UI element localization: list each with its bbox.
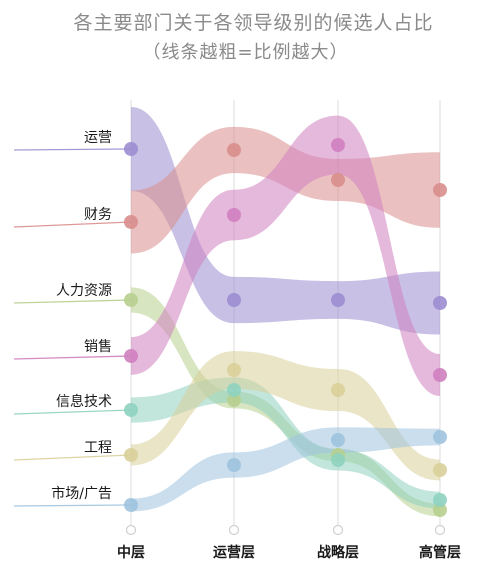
band-3	[131, 115, 440, 396]
node-1-1	[227, 143, 241, 157]
node-1-3	[433, 183, 447, 197]
level-label-1: 运营层	[213, 544, 255, 561]
label-leader-3	[13, 355, 132, 360]
node-0-2	[331, 293, 345, 307]
label-leader-0	[13, 148, 132, 151]
series-label-2: 人力资源	[56, 283, 112, 299]
series-label-0: 运营	[84, 130, 112, 146]
series-label-6: 市场/广告	[51, 485, 112, 502]
series-label-4: 信息技术	[56, 393, 112, 410]
axis-marker-0	[125, 524, 137, 536]
chart-title: 各主要部门关于各领导级别的候选人占比	[73, 12, 434, 34]
band-4	[131, 377, 440, 509]
level-label-3: 高管层	[419, 544, 461, 561]
node-0-3	[433, 296, 447, 310]
node-2-1	[227, 393, 241, 407]
node-2-3	[433, 503, 447, 517]
level-label-2: 战略层	[317, 544, 359, 561]
node-5-2	[331, 383, 345, 397]
label-leader-6	[13, 504, 132, 507]
band-5	[131, 351, 440, 481]
band-6	[131, 427, 440, 512]
node-3-1	[227, 208, 241, 222]
label-leader-2	[13, 299, 132, 304]
label-leader-1	[13, 221, 132, 228]
chart-subtitle: （线条越粗=比例越大）	[142, 42, 349, 63]
node-5-1	[227, 363, 241, 377]
series-label-3: 销售	[84, 339, 112, 355]
node-6-1	[227, 458, 241, 472]
axis-marker-1	[228, 524, 240, 536]
node-6-3	[433, 430, 447, 444]
node-3-3	[433, 368, 447, 382]
node-4-1	[227, 383, 241, 397]
axis-marker-3	[434, 524, 446, 536]
label-leader-5	[13, 454, 132, 461]
node-1-2	[331, 173, 345, 187]
label-leader-4	[13, 409, 132, 415]
node-0-1	[227, 293, 241, 307]
level-label-0: 中层	[117, 544, 145, 561]
series-label-5: 工程	[84, 440, 112, 456]
node-6-2	[331, 433, 345, 447]
node-3-2	[331, 138, 345, 152]
axis-marker-2	[332, 524, 344, 536]
node-4-2	[331, 453, 345, 467]
series-label-1: 财务	[84, 207, 112, 223]
band-0	[131, 107, 440, 335]
node-4-3	[433, 493, 447, 507]
node-5-3	[433, 463, 447, 477]
